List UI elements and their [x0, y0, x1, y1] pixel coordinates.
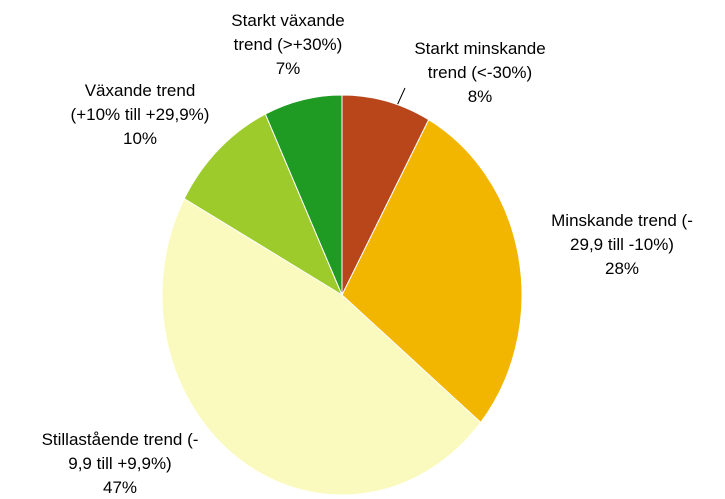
slice-label: Starkt minskande trend (<-30%) 8% [380, 37, 580, 109]
value-label: 7% [275, 59, 301, 78]
pie-slice [264, 94, 343, 296]
value-label: 10% [122, 129, 158, 148]
slice-label: Stillastående trend (- 9,9 till +9,9%) 47… [0, 428, 240, 499]
label-box: Starkt minskande trend (<-30%) 8% [380, 37, 580, 109]
category-label: Växande trend (+10% till +29,9%) [70, 81, 210, 124]
category-label: Minskande trend (- 29,9 till -10%) [551, 211, 693, 254]
slice-label: Starkt växande trend (>+30%) 7% [168, 9, 408, 81]
category-label: Starkt minskande trend (<-30%) [414, 39, 546, 82]
label-box: Minskande trend (- 29,9 till -10%) 28% [522, 209, 722, 281]
value-label: 8% [467, 87, 493, 106]
label-box: Växande trend (+10% till +29,9%) 10% [20, 79, 260, 151]
pie-slice [341, 94, 430, 296]
pie-slice [341, 119, 523, 424]
value-label: 47% [102, 478, 138, 497]
value-label: 28% [604, 259, 640, 278]
category-label: Stillastående trend (- 9,9 till +9,9%) [41, 430, 199, 473]
slice-label: Växande trend (+10% till +29,9%) 10% [20, 79, 260, 151]
slice-label: Minskande trend (- 29,9 till -10%) 28% [522, 209, 722, 281]
label-box: Stillastående trend (- 9,9 till +9,9%) 47… [0, 428, 240, 499]
label-box: Starkt växande trend (>+30%) 7% [168, 9, 408, 81]
category-label: Starkt växande trend (>+30%) [231, 11, 345, 54]
pie-slice [161, 197, 482, 496]
pie-slice [183, 113, 344, 297]
